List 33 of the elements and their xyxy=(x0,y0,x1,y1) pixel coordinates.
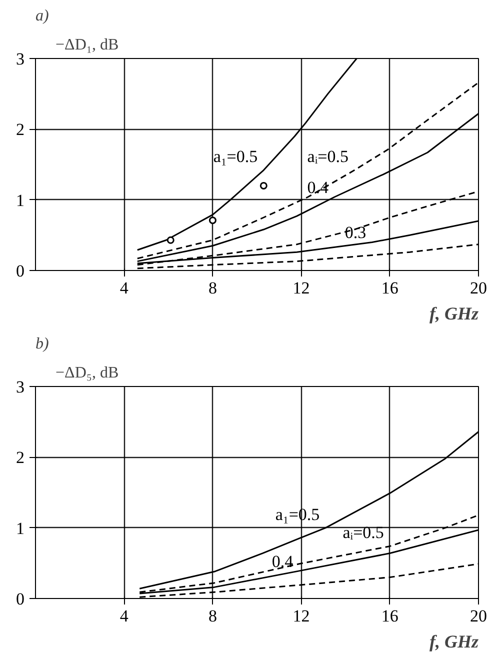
x-axis-title: f, GHz xyxy=(430,632,478,652)
x-axis-title: f, GHz xyxy=(430,304,478,324)
point xyxy=(166,236,174,244)
series-label: 0.4 xyxy=(307,178,330,198)
y-axis-title: −ΔD₁, dB xyxy=(56,36,119,54)
y-tick-label: 3 xyxy=(16,378,24,396)
chart-title: a) xyxy=(36,8,49,24)
x-tick-label: 8 xyxy=(208,278,217,298)
y-tick-label: 3 xyxy=(16,50,24,68)
point xyxy=(208,216,216,224)
y-tick-label: 2 xyxy=(16,120,24,140)
series-label: aᵢ=0.5 xyxy=(342,523,384,542)
series-label: a₁=0.5 xyxy=(213,147,258,166)
series-label: 0.4 xyxy=(272,552,294,571)
series-label: aᵢ=0.5 xyxy=(307,147,348,166)
x-tick-label: 12 xyxy=(292,278,310,298)
x-tick-label: 16 xyxy=(381,278,398,298)
point xyxy=(260,182,268,190)
x-tick-label: 4 xyxy=(120,606,129,626)
x-tick-label: 4 xyxy=(120,278,129,298)
y-tick-label: 0 xyxy=(16,262,24,280)
chart-title: b) xyxy=(36,336,49,352)
y-axis-title: −ΔD₅, dB xyxy=(56,364,119,382)
x-tick-label: 12 xyxy=(292,606,310,626)
y-tick-label: 0 xyxy=(16,590,24,608)
y-tick-label: 2 xyxy=(16,448,24,468)
y-tick-label: 1 xyxy=(16,518,24,538)
x-tick-label: 20 xyxy=(470,278,487,298)
series-label: 0.3 xyxy=(344,223,366,242)
x-tick-label: 8 xyxy=(208,606,217,626)
y-tick-label: 1 xyxy=(16,190,24,210)
x-tick-label: 16 xyxy=(381,606,398,626)
x-tick-label: 20 xyxy=(470,606,487,626)
